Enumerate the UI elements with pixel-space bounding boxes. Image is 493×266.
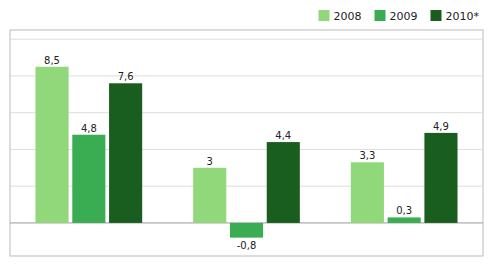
legend-label: 2008 [334,10,362,23]
bar [109,83,142,223]
bar [388,217,421,223]
data-label: 7,6 [118,71,134,82]
legend-swatch [375,10,386,21]
grid-line [10,112,483,113]
data-label: 4,9 [433,121,449,132]
data-label: 4,8 [81,123,97,134]
grid-line [10,39,483,40]
data-label: 3,3 [359,150,375,161]
plot-frame [10,30,483,256]
chart: 8,5 3 3,3 4,8 -0,8 0,3 7,6 4,4 4,9 2008 2009 2010* [0,0,493,266]
data-label: 4,4 [275,130,291,141]
bar [267,142,300,223]
bar [72,135,105,223]
bar [193,168,226,223]
grid-line [10,75,483,76]
legend-label: 2010* [446,10,480,23]
bar [230,223,263,238]
legend-swatch [319,10,330,21]
data-label: 8,5 [44,55,60,66]
bars [35,67,457,238]
data-label: 0,3 [396,205,412,216]
data-labels: 8,5 3 3,3 4,8 -0,8 0,3 7,6 4,4 4,9 [44,55,449,251]
data-label: -0,8 [237,240,257,251]
bar [351,162,384,223]
legend: 2008 2009 2010* [319,10,480,23]
bar [35,67,68,223]
bar [424,133,457,223]
legend-label: 2009 [390,10,418,23]
legend-swatch [431,10,442,21]
data-label: 3 [207,156,213,167]
